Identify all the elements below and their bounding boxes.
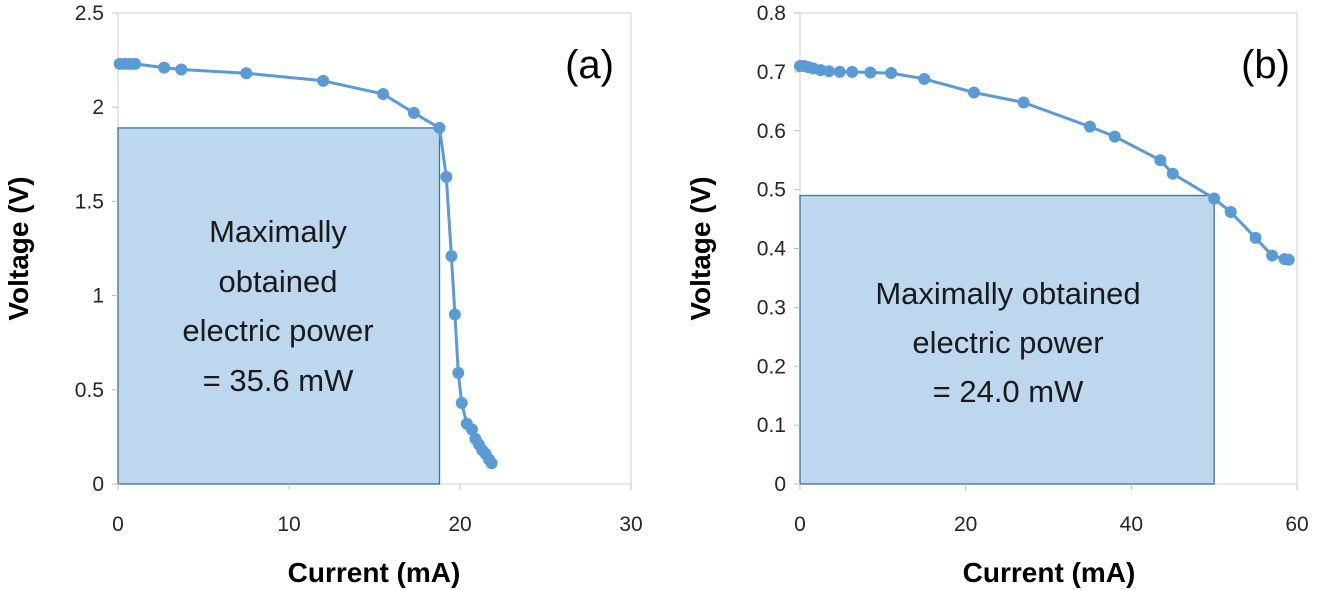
data-point bbox=[967, 86, 980, 99]
data-point bbox=[1282, 253, 1295, 266]
data-point bbox=[1083, 120, 1096, 133]
y-tick-label: 0.5 bbox=[75, 379, 104, 402]
panel-label: (a) bbox=[565, 43, 614, 87]
data-point bbox=[1266, 249, 1279, 262]
data-point bbox=[822, 65, 835, 78]
data-point bbox=[1249, 231, 1262, 244]
x-tick-label: 0 bbox=[112, 513, 124, 536]
annotation-line: Maximally bbox=[209, 214, 347, 249]
annotation-line: obtained bbox=[219, 264, 338, 299]
data-point bbox=[158, 61, 171, 74]
data-point bbox=[1017, 96, 1030, 109]
y-axis-title: Voltage (V) bbox=[3, 176, 34, 320]
data-point bbox=[1154, 154, 1167, 167]
x-tick-label: 20 bbox=[954, 513, 977, 536]
data-point bbox=[918, 72, 931, 85]
y-axis-title: Voltage (V) bbox=[685, 176, 716, 320]
x-tick-label: 60 bbox=[1285, 513, 1308, 536]
data-point bbox=[1166, 167, 1179, 180]
data-point bbox=[485, 457, 498, 470]
data-point bbox=[864, 66, 877, 79]
y-tick-label: 1.5 bbox=[75, 190, 104, 213]
annotation-line: = 24.0 mW bbox=[933, 374, 1084, 409]
y-tick-label: 2 bbox=[92, 96, 104, 119]
max-power-rectangle bbox=[799, 194, 1215, 485]
data-point bbox=[1208, 192, 1221, 205]
data-point bbox=[1224, 205, 1237, 218]
data-point bbox=[448, 308, 461, 321]
x-axis-title: Current (mA) bbox=[963, 557, 1136, 588]
data-point bbox=[885, 67, 898, 80]
x-tick-label: 30 bbox=[619, 513, 642, 536]
data-point bbox=[129, 57, 142, 70]
y-tick-label: 0.7 bbox=[757, 61, 786, 84]
y-tick-label: 0.5 bbox=[757, 179, 786, 202]
panel-label: (b) bbox=[1241, 43, 1290, 87]
chart-panel-b: 0 0.1 0.2 0.3 0.4 0.5 0.6 0.7 0.8 0 20 40 60 Current … bbox=[685, 2, 1309, 588]
data-point bbox=[440, 170, 453, 183]
annotation-line: electric power bbox=[912, 325, 1103, 360]
chart-panel-a: 0 0.5 1 1.5 2 2.5 0 10 20 30 Current (mA) Voltage (… bbox=[3, 2, 643, 588]
data-point bbox=[1108, 130, 1121, 143]
data-point bbox=[433, 121, 446, 134]
y-tick-label: 0.2 bbox=[757, 355, 786, 378]
data-point bbox=[377, 88, 390, 101]
y-tick-label: 0.4 bbox=[757, 238, 787, 261]
x-tick-label: 0 bbox=[794, 513, 806, 536]
data-point bbox=[455, 396, 468, 409]
y-tick-label: 0.3 bbox=[757, 296, 786, 319]
data-point bbox=[407, 106, 420, 119]
y-tick-label: 0.1 bbox=[757, 414, 786, 437]
y-tick-label: 1 bbox=[92, 285, 104, 308]
x-tick-label: 20 bbox=[448, 513, 471, 536]
y-tick-label: 0 bbox=[774, 473, 786, 496]
annotation-line: = 35.6 mW bbox=[203, 363, 354, 398]
x-tick-label: 40 bbox=[1120, 513, 1143, 536]
annotation-line: electric power bbox=[182, 313, 373, 348]
x-axis-title: Current (mA) bbox=[288, 557, 461, 588]
data-point bbox=[445, 250, 458, 263]
y-tick-label: 0.6 bbox=[757, 120, 786, 143]
annotation-line: Maximally obtained bbox=[875, 276, 1140, 311]
data-point bbox=[317, 74, 330, 87]
y-tick-label: 2.5 bbox=[75, 2, 104, 25]
y-tick-label: 0.8 bbox=[757, 2, 786, 25]
x-tick-label: 10 bbox=[277, 513, 300, 536]
data-point bbox=[452, 366, 465, 379]
data-point bbox=[240, 67, 253, 80]
data-point bbox=[465, 423, 478, 436]
data-point bbox=[846, 65, 859, 78]
y-tick-label: 0 bbox=[92, 473, 104, 496]
data-point bbox=[175, 63, 188, 76]
max-power-rectangle bbox=[117, 127, 441, 485]
data-point bbox=[833, 65, 846, 78]
